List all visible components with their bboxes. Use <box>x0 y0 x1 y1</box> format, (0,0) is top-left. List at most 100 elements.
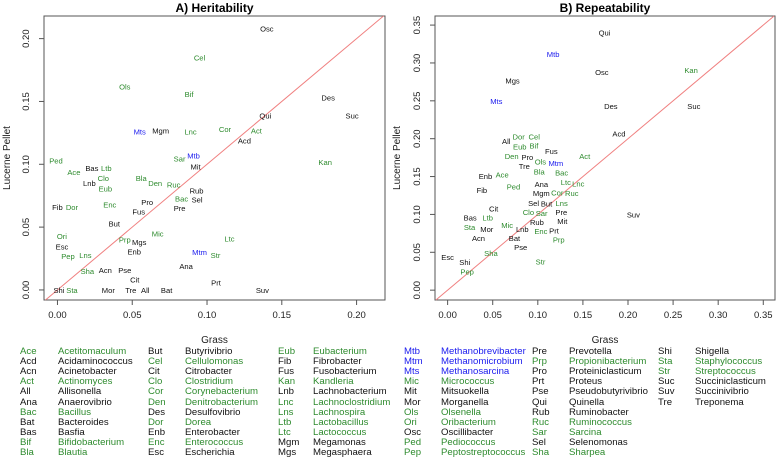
genus-legend: Ace Acetitomaculum Acd Acidaminococcus Acn Ac… <box>0 347 777 461</box>
legend-abbr: Mtm <box>404 356 423 368</box>
legend-name: Methanobrevibacter <box>441 346 526 357</box>
data-point-eub: Eub <box>99 184 113 193</box>
legend-name: Fibrobacter <box>313 356 362 368</box>
data-point-tre: Tre <box>519 162 530 171</box>
legend-name: Oscillibacter <box>441 426 494 438</box>
legend-name: Lactobacillus <box>313 416 369 428</box>
data-point-osc: Osc <box>595 68 609 77</box>
data-point-act: Act <box>579 152 591 161</box>
repeatability-x-tick-label: 0.15 <box>574 310 593 321</box>
legend-abbr: Mgs <box>278 447 297 458</box>
legend-name: Anaerovibrio <box>58 396 112 408</box>
legend-abbr: Lns <box>278 406 294 418</box>
repeatability-y-tick-label: 0.15 <box>412 167 423 186</box>
legend-name: Acetitomaculum <box>58 346 127 357</box>
repeatability-y-tick-label: 0.20 <box>412 129 423 148</box>
legend-name: Cellulomonas <box>185 356 244 368</box>
data-point-enb: Enb <box>127 247 141 256</box>
legend-abbr: Acn <box>20 366 37 378</box>
legend-abbr: Ped <box>404 436 422 448</box>
data-point-mgs: Mgs <box>505 76 520 85</box>
data-point-esc: Esc <box>441 253 454 262</box>
legend-name: Bifidobacterium <box>58 436 125 448</box>
heritability-x-tick-label: 0.20 <box>347 310 366 321</box>
legend-abbr: Act <box>20 376 34 388</box>
data-point-str: Str <box>536 257 546 266</box>
legend-abbr: Mtb <box>404 346 420 357</box>
legend-abbr: Cor <box>148 386 164 398</box>
data-point-cor: Cor <box>551 188 564 197</box>
legend-name: Megamonas <box>313 436 366 448</box>
legend-name: Lachnospira <box>313 406 366 418</box>
data-point-lnb: Lnb <box>516 225 529 234</box>
legend-abbr: Cit <box>148 366 160 378</box>
repeatability-plot-frame <box>434 15 776 301</box>
legend-name: Actinomyces <box>58 376 113 388</box>
data-point-pre: Pre <box>174 204 186 213</box>
data-point-prt: Prt <box>211 278 222 287</box>
data-point-prp: Prp <box>119 236 131 245</box>
legend-name: Butyrivibrio <box>185 346 233 357</box>
data-point-sar: Sar <box>536 209 548 218</box>
legend-abbr: Mts <box>404 366 420 378</box>
data-point-esc: Esc <box>56 242 69 251</box>
data-point-prp: Prp <box>553 235 565 244</box>
data-point-pro: Pro <box>521 153 533 162</box>
legend-name: Mitsuokella <box>441 386 489 398</box>
data-point-ana: Ana <box>535 180 549 189</box>
data-point-mor: Mor <box>480 225 494 234</box>
data-point-ruc: Ruc <box>565 189 579 198</box>
legend-abbr: Fib <box>278 356 292 368</box>
legend-abbr: Kan <box>278 376 296 388</box>
legend-abbr: Lnc <box>278 396 294 408</box>
legend-abbr: Prt <box>532 376 545 388</box>
legend-abbr: Suc <box>658 376 675 388</box>
data-point-bla: Bla <box>534 167 546 176</box>
legend-name: Fusobacterium <box>313 366 377 378</box>
data-point-sha: Sha <box>81 267 95 276</box>
repeatability-x-tick-label: 0.30 <box>709 310 728 321</box>
data-point-ruc: Ruc <box>167 180 181 189</box>
legend-abbr: Str <box>658 366 671 378</box>
legend-abbr: Suv <box>658 386 675 398</box>
repeatability-x-tick-label: 0.10 <box>529 310 548 321</box>
legend-name: Proteiniclasticum <box>569 366 642 378</box>
data-point-bat: Bat <box>509 234 521 243</box>
data-point-enb: Enb <box>479 172 493 181</box>
scatter-plots: A) Heritability 0.00 0.05 0.10 0.15 0.20 0.00 0… <box>2 1 776 345</box>
legend-name: Lachnoclostridium <box>313 396 391 408</box>
data-point-cel: Cel <box>529 132 541 141</box>
legend-name: Morganella <box>441 396 489 408</box>
data-point-rub: Rub <box>190 187 204 196</box>
heritability-identity-line <box>45 15 384 301</box>
data-point-suc: Suc <box>687 102 700 111</box>
data-point-bas: Bas <box>464 213 477 222</box>
repeatability-y-tick-label: 0.00 <box>412 281 423 300</box>
data-point-mic: Mic <box>501 221 513 230</box>
legend-name: Proteus <box>569 376 603 388</box>
data-point-ace: Ace <box>67 168 80 177</box>
legend-name: Staphylococcus <box>695 356 763 368</box>
data-point-mtm: Mtm <box>192 248 207 257</box>
legend-abbr: Sta <box>658 356 673 368</box>
legend-abbr: All <box>20 386 31 398</box>
data-point-all: All <box>141 286 150 295</box>
data-point-ana: Ana <box>179 262 193 271</box>
legend-name: Clostridium <box>185 376 233 388</box>
legend-abbr: Eub <box>278 346 296 357</box>
data-point-bac: Bac <box>555 168 568 177</box>
repeatability-y-tick-label: 0.35 <box>412 16 423 34</box>
data-point-lnc: Lnc <box>184 128 196 137</box>
legend-abbr: Bat <box>20 416 35 428</box>
repeatability-x-tick-label: 0.20 <box>619 310 638 321</box>
legend-abbr: Den <box>148 396 166 408</box>
data-point-shi: Shi <box>53 286 64 295</box>
data-point-enc: Enc <box>103 200 116 209</box>
legend-name: Blautia <box>58 447 88 458</box>
data-point-sel: Sel <box>528 199 539 208</box>
data-point-fus: Fus <box>132 207 145 216</box>
legend-name: Lactococcus <box>313 426 367 438</box>
heritability-x-tick-label: 0.15 <box>273 310 292 321</box>
legend-abbr: Cel <box>148 356 163 368</box>
legend-name: Shigella <box>695 346 730 357</box>
